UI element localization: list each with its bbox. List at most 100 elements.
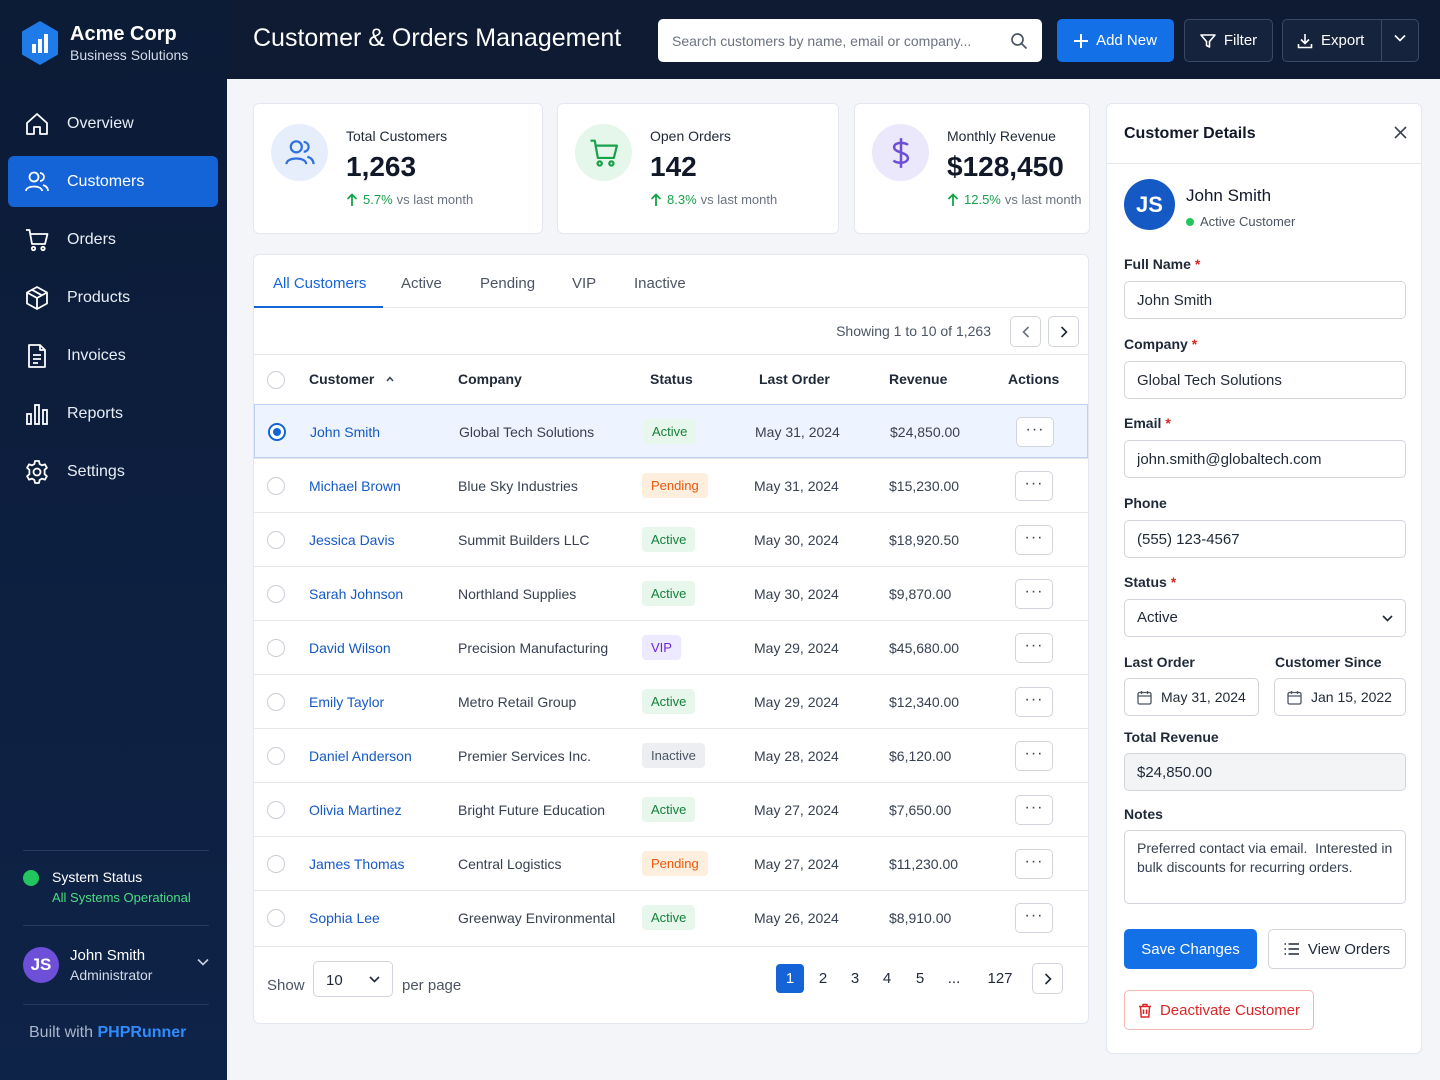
page-3-button[interactable]: 3 — [850, 970, 860, 987]
customer-name-link[interactable]: Sophia Lee — [309, 910, 380, 926]
export-button[interactable]: Export — [1282, 19, 1419, 62]
close-icon[interactable] — [1394, 126, 1407, 139]
row-actions-more-icon[interactable]: ··· — [1015, 903, 1053, 933]
row-select-radio[interactable] — [267, 693, 285, 711]
user-menu[interactable]: JS John Smith Administrator — [23, 925, 209, 1005]
page-2-button[interactable]: 2 — [818, 970, 828, 987]
sidebar-item-reports[interactable]: Reports — [8, 388, 218, 439]
column-header-customer[interactable]: Customer — [309, 371, 394, 387]
last-order-date-field[interactable]: May 31, 2024 — [1124, 678, 1259, 716]
table-row[interactable]: John Smith Global Tech Solutions Active May… — [254, 404, 1088, 458]
customer-name-link[interactable]: James Thomas — [309, 856, 405, 872]
select-all-radio[interactable] — [267, 371, 285, 389]
built-with-brand[interactable]: PHPRunner — [97, 1024, 187, 1041]
sidebar-item-overview[interactable]: Overview — [8, 98, 218, 149]
sidebar-item-settings[interactable]: Settings — [8, 446, 218, 497]
tab-vip[interactable]: VIP — [572, 275, 597, 292]
view-orders-button[interactable]: View Orders — [1268, 929, 1406, 969]
last-order-cell: May 31, 2024 — [754, 478, 839, 494]
tab-inactive[interactable]: Inactive — [634, 275, 686, 292]
sidebar-item-customers[interactable]: Customers — [8, 156, 218, 207]
customer-name-link[interactable]: Daniel Anderson — [309, 748, 412, 764]
table-row[interactable]: Michael Brown Blue Sky Industries Pending M… — [254, 458, 1088, 512]
search-box[interactable] — [658, 19, 1042, 62]
sidebar-item-invoices[interactable]: Invoices — [8, 330, 218, 381]
sidebar-item-orders[interactable]: Orders — [8, 214, 218, 265]
customer-name-link[interactable]: Jessica Davis — [309, 532, 395, 548]
cart-icon — [589, 139, 618, 167]
column-header-revenue[interactable]: Revenue — [889, 371, 948, 387]
page-4-button[interactable]: 4 — [882, 970, 892, 987]
filter-button[interactable]: Filter — [1184, 19, 1273, 62]
column-header-company[interactable]: Company — [458, 371, 522, 387]
panel-title: Customer Details — [1124, 125, 1256, 142]
notes-textarea[interactable]: Preferred contact via email. Interested … — [1124, 830, 1406, 904]
row-select-radio[interactable] — [267, 801, 285, 819]
page-5-button[interactable]: 5 — [915, 970, 925, 987]
row-select-radio[interactable] — [267, 909, 285, 927]
customer-name-link[interactable]: John Smith — [310, 424, 381, 440]
company-field[interactable] — [1124, 361, 1406, 399]
row-select-radio[interactable] — [267, 477, 285, 495]
row-actions-more-icon[interactable]: ··· — [1015, 795, 1053, 825]
table-row[interactable]: Olivia Martinez Bright Future Education Ac… — [254, 782, 1088, 836]
chevron-down-icon[interactable] — [1394, 34, 1406, 42]
add-new-button[interactable]: Add New — [1057, 19, 1174, 62]
table-row[interactable]: Sarah Johnson Northland Supplies Active May… — [254, 566, 1088, 620]
table-row[interactable]: Sophia Lee Greenway Environmental Active Ma… — [254, 890, 1088, 944]
page-127-button[interactable]: 127 — [987, 970, 1013, 987]
row-actions-more-icon[interactable]: ··· — [1015, 849, 1053, 879]
customers-table-card: All Customers Active Pending VIP Inactiv… — [253, 254, 1089, 1024]
download-icon — [1297, 33, 1313, 48]
tab-all-customers[interactable]: All Customers — [254, 255, 384, 308]
pager-next-button[interactable] — [1032, 963, 1063, 994]
brand[interactable]: Acme Corp Business Solutions — [20, 20, 188, 66]
row-select-radio[interactable] — [267, 639, 285, 657]
row-select-radio[interactable] — [267, 855, 285, 873]
prev-page-button[interactable] — [1010, 316, 1041, 347]
chevron-down-icon[interactable] — [197, 958, 209, 966]
column-header-status[interactable]: Status — [650, 371, 693, 387]
tab-pending[interactable]: Pending — [480, 275, 536, 292]
email-field[interactable] — [1124, 440, 1406, 478]
row-actions-more-icon[interactable]: ··· — [1015, 525, 1053, 555]
page-1-button[interactable]: 1 — [776, 964, 804, 993]
row-actions-more-icon[interactable]: ··· — [1015, 471, 1053, 501]
row-actions-more-icon[interactable]: ··· — [1015, 687, 1053, 717]
customer-name-link[interactable]: Olivia Martinez — [309, 802, 402, 818]
row-actions-more-icon[interactable]: ··· — [1016, 417, 1054, 447]
row-actions-more-icon[interactable]: ··· — [1015, 633, 1053, 663]
row-select-radio[interactable] — [267, 531, 285, 549]
column-header-last-order[interactable]: Last Order — [759, 371, 830, 387]
table-row[interactable]: David Wilson Precision Manufacturing VIP Ma… — [254, 620, 1088, 674]
deactivate-customer-button[interactable]: Deactivate Customer — [1124, 990, 1314, 1030]
tab-active[interactable]: Active — [401, 275, 442, 292]
next-page-button[interactable] — [1048, 316, 1079, 347]
company-cell: Greenway Environmental — [458, 910, 616, 926]
table-row[interactable]: James Thomas Central Logistics Pending May … — [254, 836, 1088, 890]
per-page-select[interactable]: 10 — [313, 961, 393, 997]
search-input[interactable] — [672, 32, 1010, 49]
table-row[interactable]: Daniel Anderson Premier Services Inc. Inac… — [254, 728, 1088, 782]
table-row[interactable]: Emily Taylor Metro Retail Group Active May … — [254, 674, 1088, 728]
customer-name-link[interactable]: Sarah Johnson — [309, 586, 404, 602]
cart-icon — [26, 228, 49, 251]
customer-name-link[interactable]: David Wilson — [309, 640, 391, 656]
row-actions-more-icon[interactable]: ··· — [1015, 741, 1053, 771]
row-select-radio[interactable] — [267, 585, 285, 603]
customer-since-date-field[interactable]: Jan 15, 2022 — [1274, 678, 1406, 716]
sidebar-item-products[interactable]: Products — [8, 272, 218, 323]
row-actions-more-icon[interactable]: ··· — [1015, 579, 1053, 609]
row-select-radio[interactable] — [268, 423, 286, 441]
customer-name-link[interactable]: Emily Taylor — [309, 694, 385, 710]
full-name-field[interactable] — [1124, 281, 1406, 319]
save-changes-button[interactable]: Save Changes — [1124, 929, 1257, 969]
customer-name-link[interactable]: Michael Brown — [309, 478, 401, 494]
search-icon[interactable] — [1010, 32, 1028, 50]
sidebar: Acme Corp Business Solutions Overview Cu… — [0, 0, 227, 1080]
phone-field[interactable] — [1124, 520, 1406, 558]
status-select[interactable]: Active — [1124, 599, 1406, 637]
calendar-icon — [1137, 690, 1152, 705]
table-row[interactable]: Jessica Davis Summit Builders LLC Active Ma… — [254, 512, 1088, 566]
row-select-radio[interactable] — [267, 747, 285, 765]
